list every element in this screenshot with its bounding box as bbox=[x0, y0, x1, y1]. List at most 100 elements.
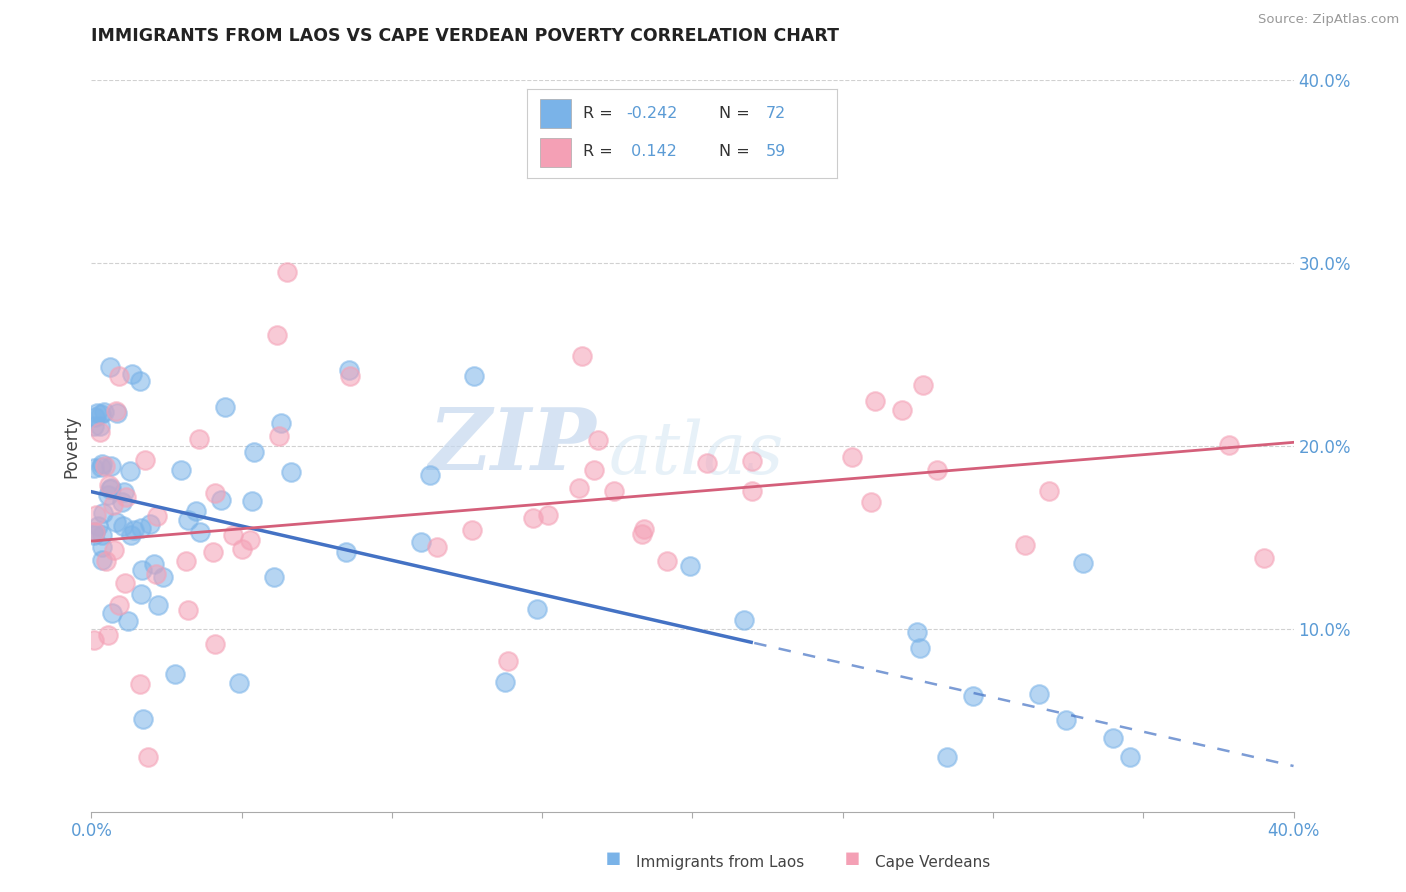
Point bbox=[91, 458, 114, 472]
Text: 59: 59 bbox=[765, 145, 786, 159]
Point bbox=[146, 599, 169, 613]
Point bbox=[129, 521, 152, 535]
Point bbox=[1071, 556, 1094, 570]
Point bbox=[910, 640, 932, 655]
Point bbox=[114, 576, 136, 591]
Point bbox=[89, 419, 111, 434]
Point bbox=[90, 528, 112, 542]
Point bbox=[280, 465, 302, 479]
Point bbox=[98, 360, 121, 375]
Point bbox=[1102, 731, 1125, 745]
Point bbox=[146, 508, 169, 523]
Point bbox=[187, 432, 209, 446]
Point bbox=[228, 676, 250, 690]
Point bbox=[128, 677, 150, 691]
Point bbox=[115, 490, 138, 504]
Point bbox=[696, 456, 718, 470]
Point bbox=[145, 567, 167, 582]
Point bbox=[537, 508, 560, 523]
Point bbox=[962, 689, 984, 703]
Point bbox=[83, 633, 105, 648]
Point bbox=[122, 523, 145, 537]
Point bbox=[243, 445, 266, 459]
Point bbox=[90, 407, 112, 421]
Point bbox=[890, 403, 912, 417]
Point bbox=[1054, 713, 1077, 727]
Point bbox=[103, 543, 125, 558]
Point bbox=[586, 433, 609, 447]
Point bbox=[111, 519, 134, 533]
Point bbox=[98, 482, 121, 496]
Point bbox=[267, 428, 290, 442]
Point bbox=[83, 524, 105, 539]
Point bbox=[131, 712, 153, 726]
Point bbox=[142, 557, 165, 571]
Point bbox=[1119, 749, 1142, 764]
Point bbox=[270, 417, 292, 431]
Point bbox=[936, 749, 959, 764]
Point bbox=[239, 533, 262, 548]
Point bbox=[170, 463, 193, 477]
Point bbox=[337, 363, 360, 377]
Point bbox=[120, 464, 142, 478]
Bar bbox=[540, 99, 571, 128]
Point bbox=[266, 328, 288, 343]
Point bbox=[100, 481, 122, 495]
Text: IMMIGRANTS FROM LAOS VS CAPE VERDEAN POVERTY CORRELATION CHART: IMMIGRANTS FROM LAOS VS CAPE VERDEAN POV… bbox=[91, 27, 839, 45]
Point bbox=[1014, 538, 1036, 552]
Point bbox=[152, 570, 174, 584]
Point bbox=[568, 481, 591, 495]
Bar bbox=[540, 138, 571, 167]
Point bbox=[214, 400, 236, 414]
Point bbox=[120, 528, 142, 542]
Point bbox=[93, 405, 115, 419]
Point bbox=[204, 637, 226, 651]
Point bbox=[136, 749, 159, 764]
Point bbox=[1038, 484, 1060, 499]
Point bbox=[630, 526, 652, 541]
Point bbox=[240, 494, 263, 508]
Text: ▪: ▪ bbox=[605, 846, 621, 870]
Text: N =: N = bbox=[718, 106, 749, 120]
Point bbox=[100, 606, 122, 620]
Point bbox=[188, 524, 211, 539]
Point bbox=[335, 545, 357, 559]
Point bbox=[583, 463, 606, 477]
Point bbox=[97, 488, 120, 502]
Point bbox=[841, 450, 863, 464]
Point bbox=[107, 369, 129, 384]
Text: atlas: atlas bbox=[609, 418, 783, 489]
Point bbox=[655, 553, 678, 567]
Point bbox=[276, 265, 298, 279]
Point bbox=[83, 418, 105, 433]
Point bbox=[1218, 438, 1240, 452]
Point bbox=[177, 513, 200, 527]
Point bbox=[571, 349, 593, 363]
Point bbox=[339, 369, 361, 384]
Point bbox=[741, 454, 763, 468]
Point bbox=[83, 528, 105, 542]
Point bbox=[84, 508, 107, 523]
Text: 72: 72 bbox=[765, 106, 786, 120]
Point bbox=[94, 458, 117, 473]
Point bbox=[121, 368, 143, 382]
Point bbox=[104, 404, 127, 418]
Text: R =: R = bbox=[583, 106, 613, 120]
Point bbox=[93, 506, 115, 520]
Point bbox=[859, 495, 882, 509]
Point bbox=[134, 453, 156, 467]
Text: Cape Verdeans: Cape Verdeans bbox=[875, 855, 990, 870]
Point bbox=[176, 554, 198, 568]
Point bbox=[202, 545, 225, 559]
Text: ZIP: ZIP bbox=[429, 404, 596, 488]
Point bbox=[526, 602, 548, 616]
Y-axis label: Poverty: Poverty bbox=[62, 415, 80, 477]
Point bbox=[91, 541, 114, 555]
Text: R =: R = bbox=[583, 145, 613, 159]
Point bbox=[496, 654, 519, 668]
Point bbox=[463, 369, 485, 384]
Point bbox=[186, 504, 208, 518]
Point bbox=[105, 406, 128, 420]
Point bbox=[90, 459, 112, 474]
Point bbox=[522, 511, 544, 525]
